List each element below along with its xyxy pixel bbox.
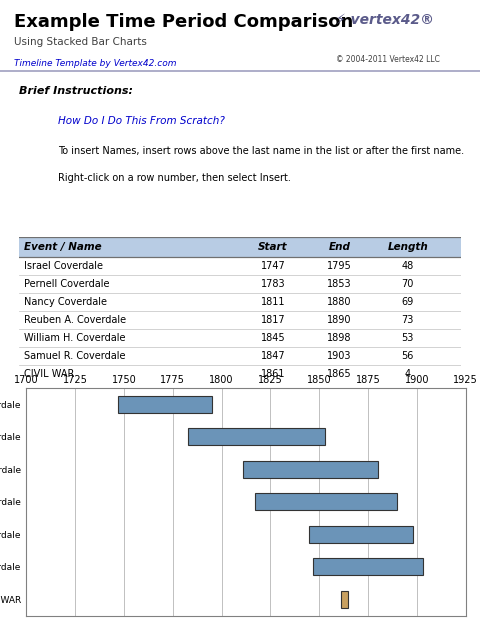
Text: To insert Names, insert rows above the last name in the list or after the first : To insert Names, insert rows above the l… <box>58 146 464 156</box>
Text: 73: 73 <box>402 315 414 325</box>
Bar <box>118 396 212 413</box>
Text: Example Time Period Comparison: Example Time Period Comparison <box>14 13 354 31</box>
Text: 1845: 1845 <box>261 333 286 343</box>
Text: 56: 56 <box>402 351 414 361</box>
Text: 48: 48 <box>402 261 414 271</box>
Text: 1898: 1898 <box>327 333 352 343</box>
Bar <box>243 461 378 478</box>
Text: Using Stacked Bar Charts: Using Stacked Bar Charts <box>14 37 147 47</box>
Text: Nancy Coverdale: Nancy Coverdale <box>24 297 107 307</box>
Text: Samuel R. Coverdale: Samuel R. Coverdale <box>24 351 125 361</box>
Text: End: End <box>328 242 350 252</box>
Text: 1811: 1811 <box>261 297 286 307</box>
Text: Reuben A. Coverdale: Reuben A. Coverdale <box>24 315 126 325</box>
Text: 1890: 1890 <box>327 315 352 325</box>
Bar <box>341 591 348 607</box>
Text: 69: 69 <box>402 297 414 307</box>
Text: CIVIL WAR: CIVIL WAR <box>24 369 74 379</box>
Bar <box>189 429 325 445</box>
Text: 1817: 1817 <box>261 315 286 325</box>
Text: 1783: 1783 <box>261 279 286 289</box>
Text: Brief Instructions:: Brief Instructions: <box>19 86 133 96</box>
Text: How Do I Do This From Scratch?: How Do I Do This From Scratch? <box>58 116 225 126</box>
Text: 70: 70 <box>402 279 414 289</box>
Text: ⚡ vertex42®: ⚡ vertex42® <box>336 13 434 27</box>
Text: © 2004-2011 Vertex42 LLC: © 2004-2011 Vertex42 LLC <box>336 55 440 64</box>
Text: Right-click on a row number, then select Insert.: Right-click on a row number, then select… <box>58 173 290 183</box>
Bar <box>19 237 461 257</box>
Text: 1747: 1747 <box>261 261 286 271</box>
Text: 1880: 1880 <box>327 297 352 307</box>
Text: Length: Length <box>387 242 428 252</box>
Text: 53: 53 <box>402 333 414 343</box>
Text: 1847: 1847 <box>261 351 286 361</box>
Text: 4: 4 <box>405 369 411 379</box>
Bar <box>310 526 413 543</box>
Text: 1865: 1865 <box>327 369 352 379</box>
Text: 1861: 1861 <box>261 369 286 379</box>
Text: Start: Start <box>258 242 288 252</box>
Text: 1853: 1853 <box>327 279 352 289</box>
Text: Israel Coverdale: Israel Coverdale <box>24 261 103 271</box>
Text: Event / Name: Event / Name <box>24 242 101 252</box>
Bar <box>313 558 423 575</box>
Text: William H. Coverdale: William H. Coverdale <box>24 333 125 343</box>
Text: Pernell Coverdale: Pernell Coverdale <box>24 279 109 289</box>
Text: Timeline Template by Vertex42.com: Timeline Template by Vertex42.com <box>14 59 177 68</box>
Text: 1795: 1795 <box>327 261 352 271</box>
Text: 1903: 1903 <box>327 351 352 361</box>
Bar <box>255 493 397 510</box>
